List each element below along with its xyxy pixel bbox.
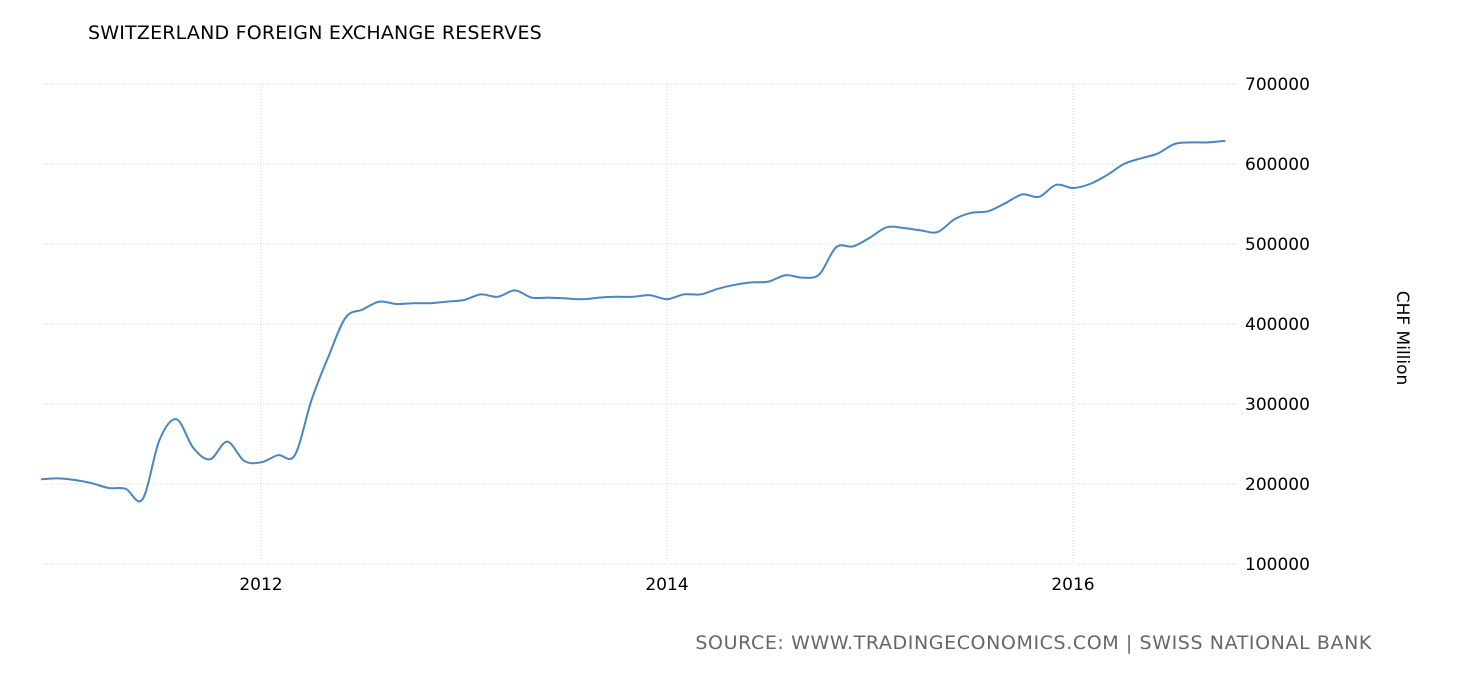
grid-lines [44,83,1238,565]
x-tick-label: 2016 [1051,575,1094,595]
y-axis-ticks: 100000 200000 300000 400000 500000 600000 7000… [1245,75,1310,575]
y-tick-label: 300000 [1245,395,1310,415]
series-line [41,139,1226,503]
y-tick-label: 700000 [1245,75,1310,95]
x-axis-ticks: 2012 2014 2016 [239,575,1094,595]
y-tick-label: 200000 [1245,475,1310,495]
x-tick-label: 2014 [645,575,688,595]
y-tick-label: 400000 [1245,315,1310,335]
y-tick-label: 500000 [1245,235,1310,255]
y-axis-label: CHF Million [1392,291,1412,386]
x-tick-label: 2012 [239,575,282,595]
y-tick-label: 600000 [1245,155,1310,175]
source-note: SOURCE: WWW.TRADINGECONOMICS.COM | SWISS… [695,632,1372,654]
y-tick-label: 100000 [1245,555,1310,575]
chart-title: SWITZERLAND FOREIGN EXCHANGE RESERVES [88,22,542,44]
